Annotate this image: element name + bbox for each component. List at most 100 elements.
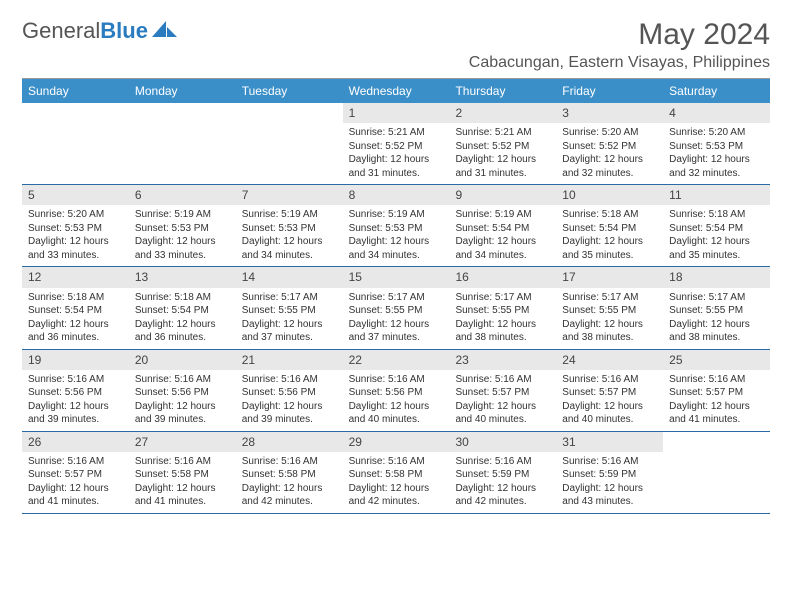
sunset-text: Sunset: 5:53 PM (349, 222, 444, 236)
daylight-text: Daylight: 12 hours and 43 minutes. (562, 482, 657, 509)
daylight-text: Daylight: 12 hours and 35 minutes. (669, 235, 764, 262)
day-content: Sunrise: 5:16 AMSunset: 5:59 PMDaylight:… (556, 452, 663, 513)
day-content: Sunrise: 5:18 AMSunset: 5:54 PMDaylight:… (556, 205, 663, 266)
day-number: 7 (236, 185, 343, 205)
day-content: Sunrise: 5:16 AMSunset: 5:56 PMDaylight:… (343, 370, 450, 431)
day-number: 1 (343, 103, 450, 123)
day-content: Sunrise: 5:18 AMSunset: 5:54 PMDaylight:… (22, 288, 129, 349)
daylight-text: Daylight: 12 hours and 40 minutes. (562, 400, 657, 427)
sunset-text: Sunset: 5:57 PM (562, 386, 657, 400)
sunrise-text: Sunrise: 5:17 AM (455, 291, 550, 305)
day-cell: 20Sunrise: 5:16 AMSunset: 5:56 PMDayligh… (129, 350, 236, 431)
week-row: 5Sunrise: 5:20 AMSunset: 5:53 PMDaylight… (22, 185, 770, 267)
week-row: 26Sunrise: 5:16 AMSunset: 5:57 PMDayligh… (22, 432, 770, 514)
brand-logo: GeneralBlue (22, 18, 178, 44)
sunrise-text: Sunrise: 5:18 AM (562, 208, 657, 222)
daylight-text: Daylight: 12 hours and 39 minutes. (242, 400, 337, 427)
day-number: 30 (449, 432, 556, 452)
day-cell: 19Sunrise: 5:16 AMSunset: 5:56 PMDayligh… (22, 350, 129, 431)
daylight-text: Daylight: 12 hours and 34 minutes. (242, 235, 337, 262)
sunrise-text: Sunrise: 5:17 AM (669, 291, 764, 305)
daylight-text: Daylight: 12 hours and 39 minutes. (28, 400, 123, 427)
day-content: Sunrise: 5:16 AMSunset: 5:58 PMDaylight:… (236, 452, 343, 513)
daylight-text: Daylight: 12 hours and 32 minutes. (562, 153, 657, 180)
daylight-text: Daylight: 12 hours and 34 minutes. (455, 235, 550, 262)
day-number: 31 (556, 432, 663, 452)
day-cell: 7Sunrise: 5:19 AMSunset: 5:53 PMDaylight… (236, 185, 343, 266)
day-cell: 13Sunrise: 5:18 AMSunset: 5:54 PMDayligh… (129, 267, 236, 348)
day-number: 26 (22, 432, 129, 452)
day-content: Sunrise: 5:17 AMSunset: 5:55 PMDaylight:… (236, 288, 343, 349)
sunset-text: Sunset: 5:52 PM (455, 140, 550, 154)
sunset-text: Sunset: 5:55 PM (669, 304, 764, 318)
sunrise-text: Sunrise: 5:21 AM (349, 126, 444, 140)
day-number: 14 (236, 267, 343, 287)
daylight-text: Daylight: 12 hours and 41 minutes. (669, 400, 764, 427)
daylight-text: Daylight: 12 hours and 39 minutes. (135, 400, 230, 427)
day-number: 23 (449, 350, 556, 370)
weekday-header: Thursday (449, 79, 556, 103)
sunset-text: Sunset: 5:56 PM (28, 386, 123, 400)
sunrise-text: Sunrise: 5:16 AM (669, 373, 764, 387)
sunrise-text: Sunrise: 5:16 AM (562, 373, 657, 387)
day-content: Sunrise: 5:19 AMSunset: 5:53 PMDaylight:… (236, 205, 343, 266)
day-number: 15 (343, 267, 450, 287)
sunrise-text: Sunrise: 5:19 AM (349, 208, 444, 222)
daylight-text: Daylight: 12 hours and 38 minutes. (669, 318, 764, 345)
sunrise-text: Sunrise: 5:20 AM (669, 126, 764, 140)
sunset-text: Sunset: 5:56 PM (135, 386, 230, 400)
daylight-text: Daylight: 12 hours and 37 minutes. (349, 318, 444, 345)
day-cell: 23Sunrise: 5:16 AMSunset: 5:57 PMDayligh… (449, 350, 556, 431)
daylight-text: Daylight: 12 hours and 41 minutes. (28, 482, 123, 509)
daylight-text: Daylight: 12 hours and 42 minutes. (349, 482, 444, 509)
day-cell: 30Sunrise: 5:16 AMSunset: 5:59 PMDayligh… (449, 432, 556, 513)
daylight-text: Daylight: 12 hours and 35 minutes. (562, 235, 657, 262)
day-number (129, 103, 236, 107)
day-cell: 5Sunrise: 5:20 AMSunset: 5:53 PMDaylight… (22, 185, 129, 266)
daylight-text: Daylight: 12 hours and 33 minutes. (135, 235, 230, 262)
day-number: 29 (343, 432, 450, 452)
sunrise-text: Sunrise: 5:18 AM (669, 208, 764, 222)
weekday-header-row: Sunday Monday Tuesday Wednesday Thursday… (22, 79, 770, 103)
day-cell: 18Sunrise: 5:17 AMSunset: 5:55 PMDayligh… (663, 267, 770, 348)
day-number: 27 (129, 432, 236, 452)
days-grid: 1Sunrise: 5:21 AMSunset: 5:52 PMDaylight… (22, 103, 770, 514)
day-cell: 25Sunrise: 5:16 AMSunset: 5:57 PMDayligh… (663, 350, 770, 431)
sunrise-text: Sunrise: 5:16 AM (242, 373, 337, 387)
sunrise-text: Sunrise: 5:21 AM (455, 126, 550, 140)
day-number: 3 (556, 103, 663, 123)
day-cell: 10Sunrise: 5:18 AMSunset: 5:54 PMDayligh… (556, 185, 663, 266)
day-cell: 2Sunrise: 5:21 AMSunset: 5:52 PMDaylight… (449, 103, 556, 184)
sunset-text: Sunset: 5:55 PM (349, 304, 444, 318)
sunset-text: Sunset: 5:59 PM (562, 468, 657, 482)
sunset-text: Sunset: 5:58 PM (135, 468, 230, 482)
day-cell (129, 103, 236, 184)
day-content: Sunrise: 5:18 AMSunset: 5:54 PMDaylight:… (129, 288, 236, 349)
day-cell: 27Sunrise: 5:16 AMSunset: 5:58 PMDayligh… (129, 432, 236, 513)
week-row: 1Sunrise: 5:21 AMSunset: 5:52 PMDaylight… (22, 103, 770, 185)
day-number: 21 (236, 350, 343, 370)
calendar: Sunday Monday Tuesday Wednesday Thursday… (22, 78, 770, 514)
weekday-header: Friday (556, 79, 663, 103)
day-cell: 12Sunrise: 5:18 AMSunset: 5:54 PMDayligh… (22, 267, 129, 348)
sunset-text: Sunset: 5:59 PM (455, 468, 550, 482)
sunset-text: Sunset: 5:55 PM (562, 304, 657, 318)
daylight-text: Daylight: 12 hours and 38 minutes. (455, 318, 550, 345)
day-cell: 17Sunrise: 5:17 AMSunset: 5:55 PMDayligh… (556, 267, 663, 348)
day-cell: 29Sunrise: 5:16 AMSunset: 5:58 PMDayligh… (343, 432, 450, 513)
day-cell: 22Sunrise: 5:16 AMSunset: 5:56 PMDayligh… (343, 350, 450, 431)
sunrise-text: Sunrise: 5:16 AM (28, 373, 123, 387)
day-number: 9 (449, 185, 556, 205)
day-number: 8 (343, 185, 450, 205)
sunset-text: Sunset: 5:54 PM (562, 222, 657, 236)
sunrise-text: Sunrise: 5:16 AM (349, 373, 444, 387)
brand-sail-icon (152, 19, 178, 44)
day-content: Sunrise: 5:20 AMSunset: 5:53 PMDaylight:… (663, 123, 770, 184)
sunrise-text: Sunrise: 5:18 AM (135, 291, 230, 305)
day-cell: 11Sunrise: 5:18 AMSunset: 5:54 PMDayligh… (663, 185, 770, 266)
day-content: Sunrise: 5:17 AMSunset: 5:55 PMDaylight:… (556, 288, 663, 349)
day-cell: 31Sunrise: 5:16 AMSunset: 5:59 PMDayligh… (556, 432, 663, 513)
day-cell: 16Sunrise: 5:17 AMSunset: 5:55 PMDayligh… (449, 267, 556, 348)
day-number: 17 (556, 267, 663, 287)
sunset-text: Sunset: 5:57 PM (455, 386, 550, 400)
